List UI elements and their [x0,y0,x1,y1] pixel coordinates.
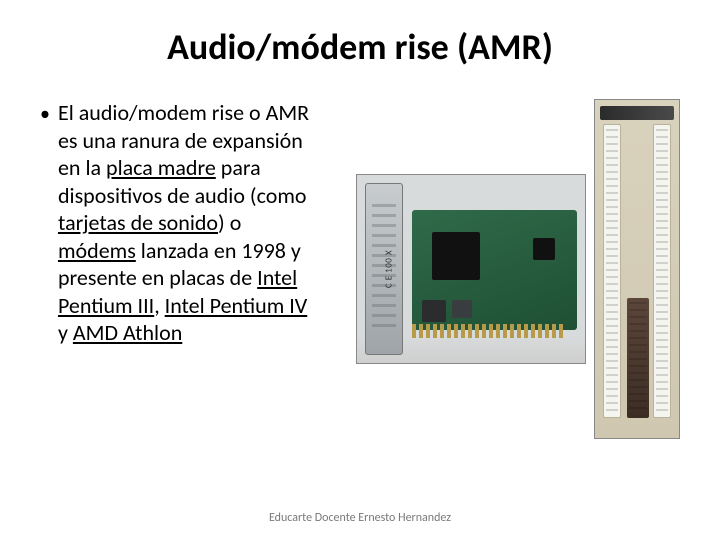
edge-pins [412,324,563,338]
images-column: C E 100 X [340,99,680,439]
bracket-label: C E 100 X [384,250,395,288]
bullet-text: El audio/modem rise o AMR es una ranura … [58,99,320,347]
content-row: • El audio/modem rise o AMR es una ranur… [40,99,680,439]
amr-card-image: C E 100 X [356,174,586,364]
port-icon [422,300,446,322]
amr-slot-image [594,99,680,439]
port-icon [452,300,472,318]
chip-strip [600,106,674,120]
bullet-marker: • [40,99,50,347]
slide: Audio/módem rise (AMR) • El audio/modem … [0,0,720,540]
link[interactable]: módems [58,237,136,264]
card-pcb [412,210,577,330]
card-bracket: C E 100 X [365,183,403,355]
amr-slot [627,298,649,418]
slide-title: Audio/módem rise (AMR) [40,25,680,69]
link[interactable]: Intel Pentium IV [165,292,308,319]
ports [422,300,472,322]
text-column: • El audio/modem rise o AMR es una ranur… [40,99,320,439]
link[interactable]: tarjetas de sonido [58,209,218,236]
link[interactable]: AMD Athlon [73,319,182,346]
bullet-item: • El audio/modem rise o AMR es una ranur… [40,99,320,347]
chip-icon [533,238,555,260]
pci-slot [653,124,671,418]
footer-text: Educarte Docente Ernesto Hernandez [0,511,720,525]
chip-icon [432,232,480,280]
pci-slot [603,124,621,418]
link[interactable]: placa madre [106,154,216,181]
